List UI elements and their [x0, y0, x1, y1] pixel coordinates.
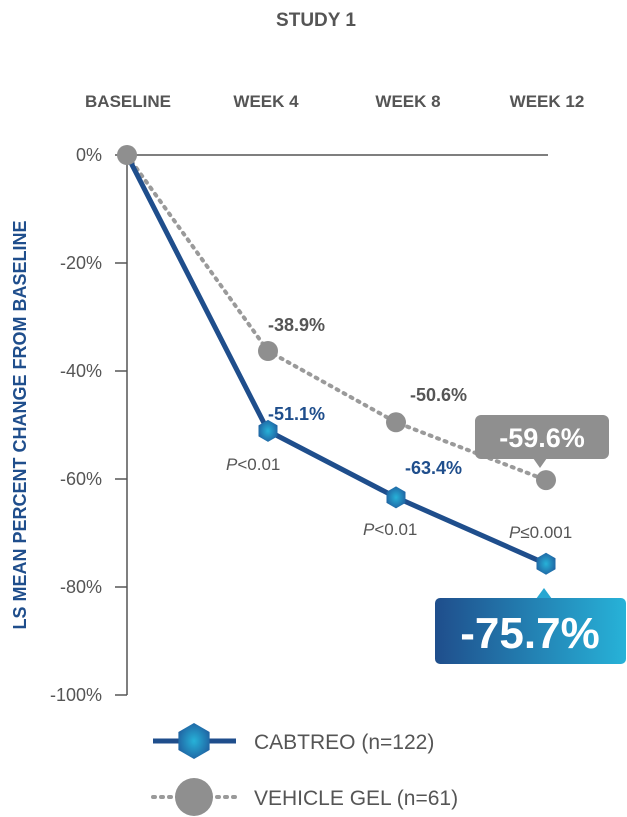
- p-value-prefix: P: [509, 523, 521, 542]
- legend-marker-vehicle: [175, 778, 213, 816]
- data-label-vehicle: -50.6%: [410, 385, 467, 405]
- p-value-text: ≤0.001: [520, 523, 572, 542]
- series-line-vehicle: [125, 153, 548, 483]
- y-tick-label: -100%: [50, 685, 102, 705]
- y-tick-label: -40%: [60, 361, 102, 381]
- p-value-text: <0.01: [374, 520, 417, 539]
- x-tick-label: BASELINE: [85, 92, 171, 111]
- data-label-cabtreo: -63.4%: [405, 458, 462, 478]
- callout-vehicle-text: -59.6%: [499, 423, 585, 453]
- data-labels: -38.9% -50.6% -59.6% -51.1% -63.4% -75.7%: [268, 315, 626, 664]
- marker-cabtreo: [258, 419, 278, 442]
- data-label-vehicle: -38.9%: [268, 315, 325, 335]
- marker-cabtreo: [386, 486, 406, 509]
- x-tick-labels: BASELINE WEEK 4 WEEK 8 WEEK 12: [85, 92, 584, 111]
- marker-vehicle: [386, 412, 406, 433]
- series-line-cabtreo: [124, 153, 548, 567]
- p-values: P<0.01P<0.01 P≤0.001: [226, 455, 572, 542]
- p-value-label: P≤0.001: [509, 523, 572, 542]
- x-tick-label: WEEK 12: [510, 92, 585, 111]
- marker-vehicle: [117, 145, 137, 165]
- p-value-label: P<0.01: [363, 520, 417, 539]
- p-value-prefix: P: [363, 520, 375, 539]
- marker-cabtreo: [536, 552, 556, 575]
- p-value-text: <0.01: [237, 455, 280, 474]
- x-tick-label: WEEK 4: [233, 92, 299, 111]
- callout-cabtreo-text: -75.7%: [460, 609, 599, 658]
- x-tick-label: WEEK 8: [375, 92, 440, 111]
- y-tick-label: -20%: [60, 253, 102, 273]
- callout-cabtreo-box: [435, 598, 626, 664]
- series-lines: [124, 153, 548, 567]
- data-label-cabtreo: -51.1%: [268, 404, 325, 424]
- chart-title: STUDY 1: [276, 10, 356, 31]
- callout-cabtreo: -75.7%: [435, 588, 626, 664]
- y-axis-label: LS MEAN PERCENT CHANGE FROM BASELINE: [10, 220, 30, 629]
- legend-label-cabtreo: CABTREO (n=122): [254, 731, 434, 754]
- series-markers: [117, 145, 556, 575]
- callout-vehicle-pointer: [533, 458, 547, 468]
- y-tick-label: -60%: [60, 469, 102, 489]
- y-tick-labels: 0% -20% -40% -60% -80% -100%: [50, 145, 127, 705]
- legend-label-vehicle: VEHICLE GEL (n=61): [254, 787, 458, 810]
- callout-vehicle-box: [475, 415, 609, 459]
- callout-vehicle: -59.6%: [475, 415, 609, 468]
- y-tick-label: -80%: [60, 577, 102, 597]
- marker-vehicle: [258, 341, 278, 361]
- p-value-prefix: P: [226, 455, 238, 474]
- marker-vehicle: [536, 470, 556, 491]
- y-tick-label: 0%: [76, 145, 102, 165]
- p-value-label: P<0.01: [226, 455, 280, 474]
- legend: CABTREO (n=122) VEHICLE GEL (n=61): [151, 723, 458, 816]
- callout-cabtreo-pointer: [536, 588, 552, 599]
- legend-marker-cabtreo: [178, 723, 210, 759]
